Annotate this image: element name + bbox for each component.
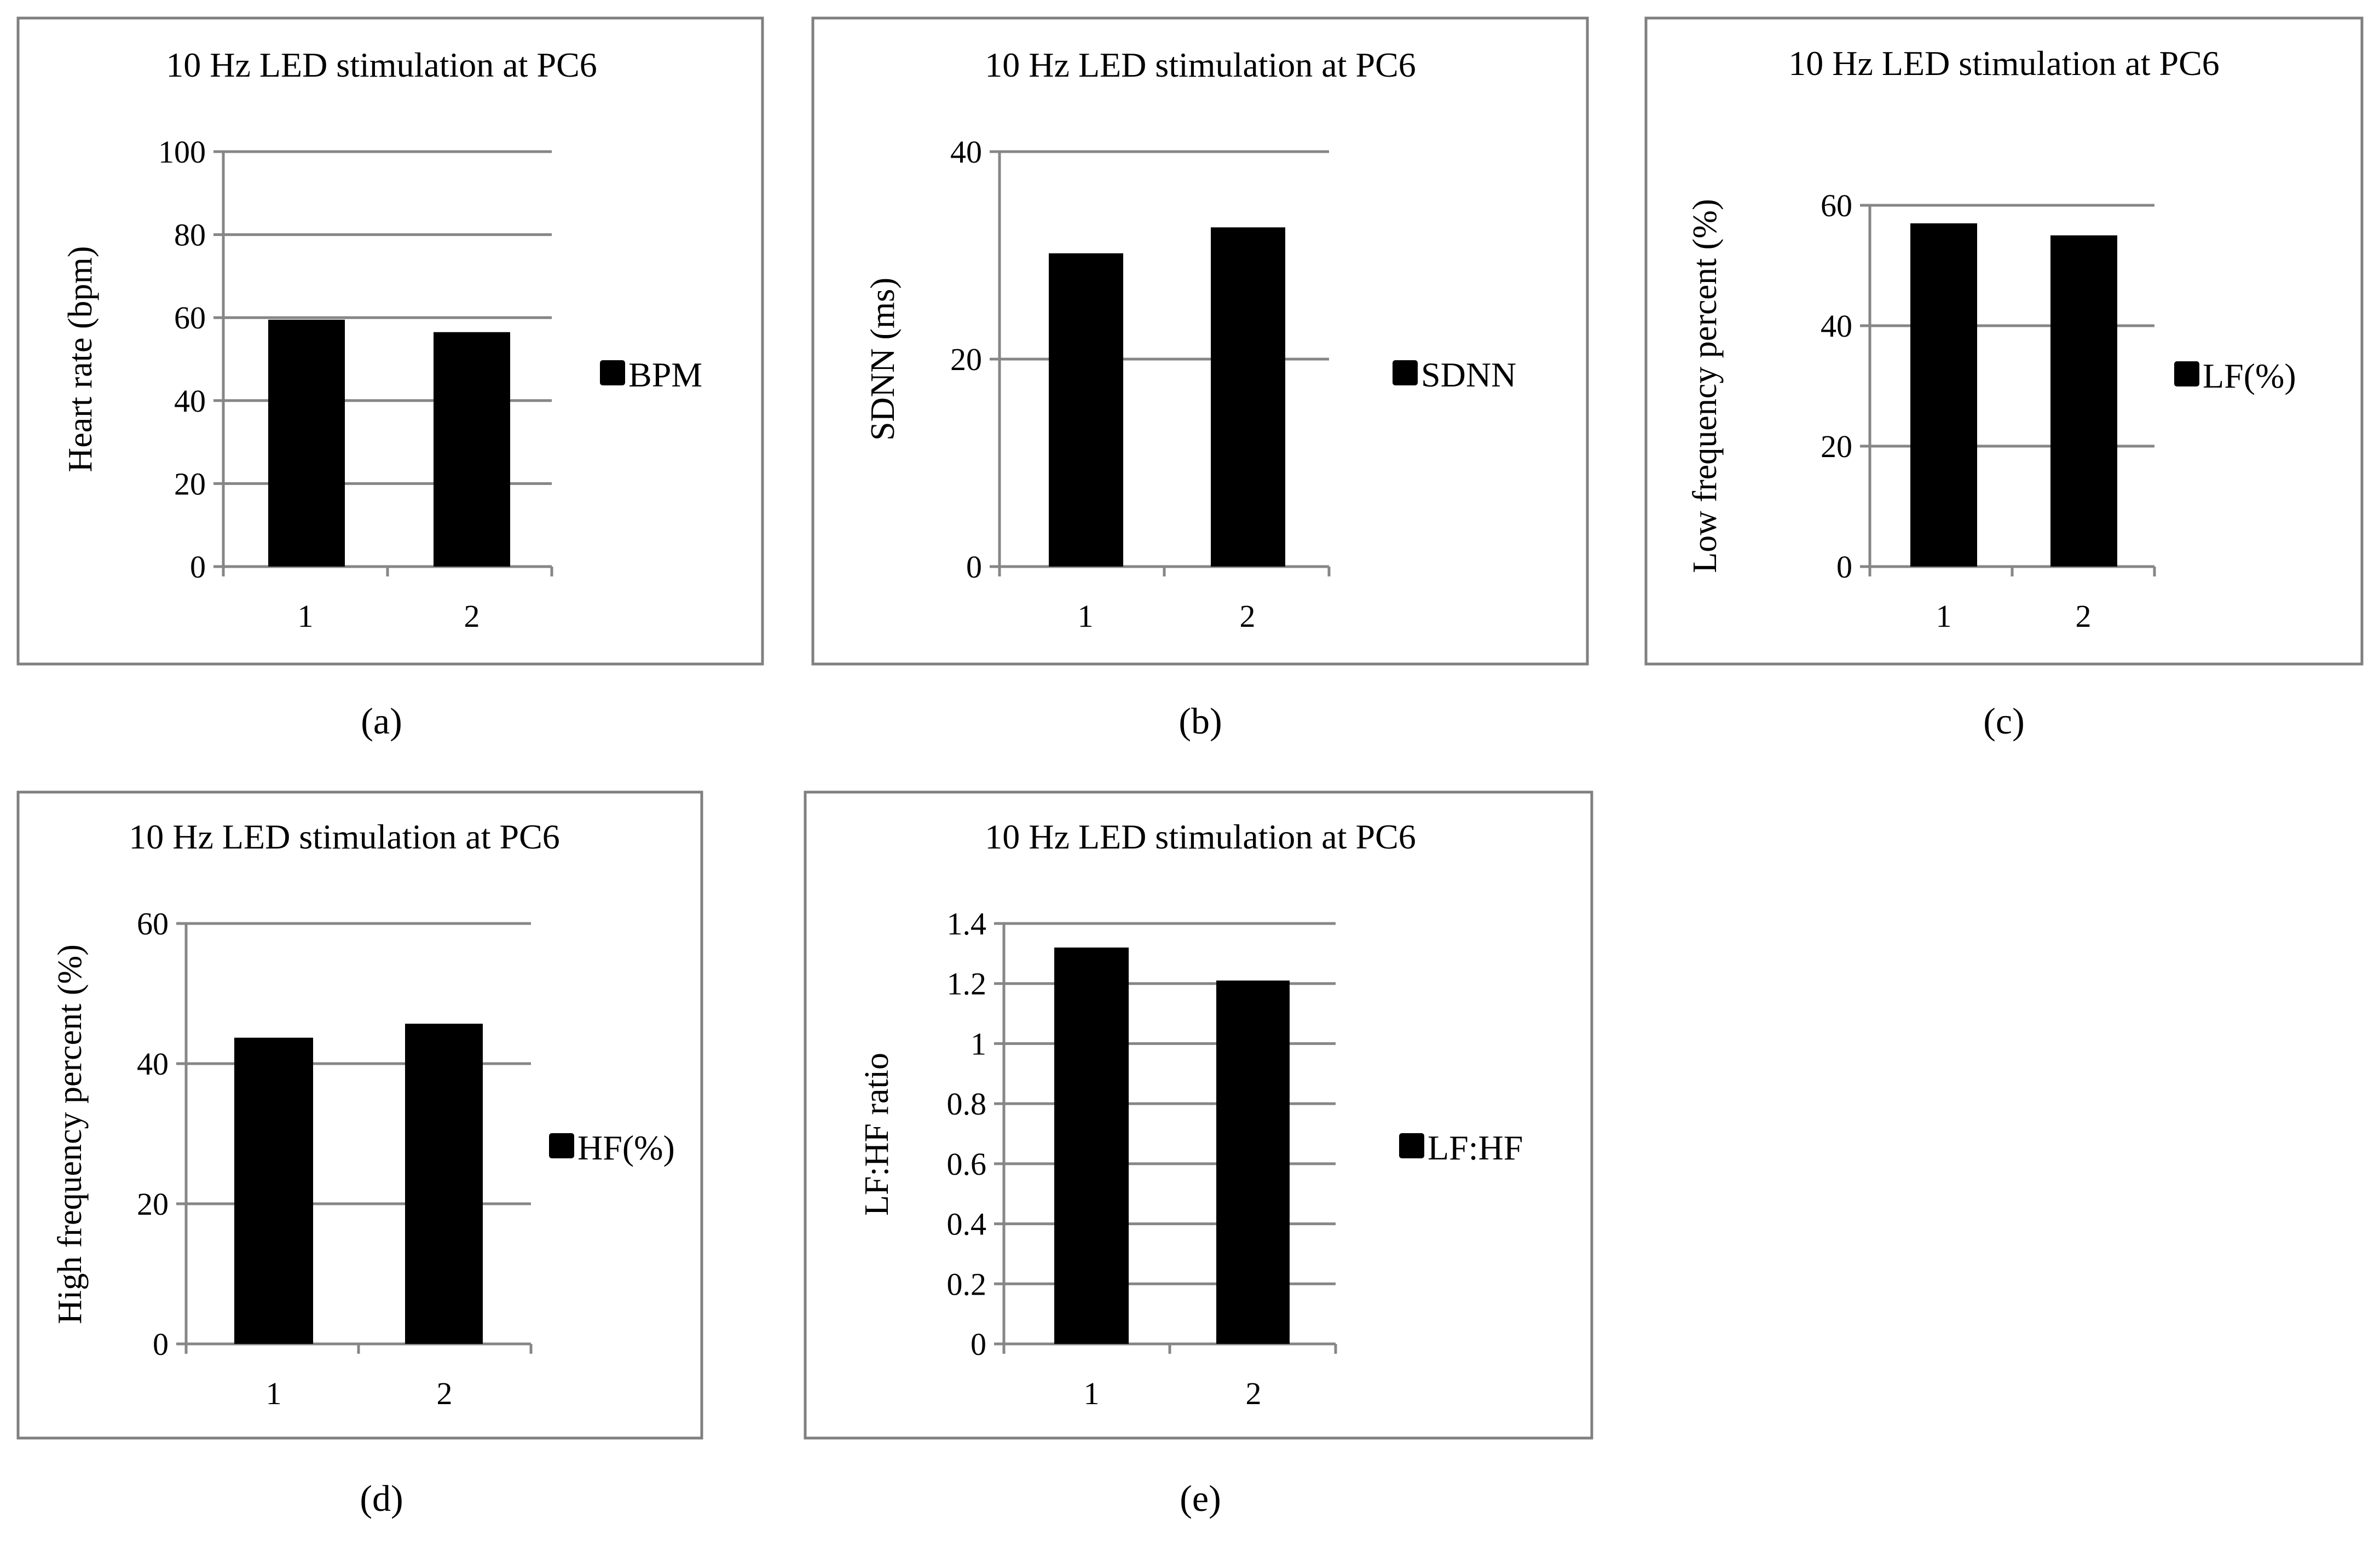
panel-caption: (b): [1179, 700, 1222, 742]
y-tick-label: 0: [1836, 549, 1852, 585]
bar-2: [1211, 227, 1285, 567]
x-tick-label: 2: [1240, 598, 1256, 634]
legend: HF(%): [549, 1128, 675, 1167]
legend: LF(%): [2174, 356, 2296, 395]
x-tick-label: 1: [1078, 598, 1094, 634]
legend: SDNN: [1393, 355, 1516, 394]
y-tick-label: 1.2: [947, 966, 987, 1002]
panel-caption: (e): [1180, 1477, 1221, 1519]
y-tick-label: 40: [950, 134, 982, 170]
y-tick-label: 20: [174, 466, 206, 501]
y-tick-label: 0: [966, 549, 982, 585]
chart-panel-1: 0 20 40 60 80 100 1 2 10 Hz LED stimulation at P…: [16, 16, 764, 742]
legend-label: HF(%): [577, 1128, 675, 1167]
legend-swatch: [549, 1133, 574, 1158]
chart-frame: [804, 790, 1593, 1440]
y-tick-label: 1.4: [947, 906, 987, 942]
y-tick-label: 0.2: [947, 1266, 987, 1302]
y-tick-label: 0.6: [947, 1146, 987, 1182]
bar-1: [1054, 947, 1129, 1344]
chart-title: 10 Hz LED stimulation at PC6: [985, 45, 1416, 84]
legend-swatch: [1393, 360, 1418, 385]
y-axis-label: Heart rate (bpm): [62, 246, 99, 472]
x-tick-label: 2: [464, 598, 480, 634]
chart-panel-5: 0 0.2 0.4 0.6 0.8 1 1.2 1.4 1 2 10 Hz LED stimulat…: [804, 790, 1593, 1519]
chart-frame: [1644, 16, 2364, 666]
y-tick-label: 40: [1821, 308, 1852, 344]
y-tick-label: 40: [174, 383, 206, 419]
x-tick-label: 1: [298, 598, 314, 634]
y-tick-label: 20: [950, 342, 982, 377]
y-tick-label: 60: [137, 906, 169, 942]
panel-caption: (d): [360, 1477, 403, 1519]
legend-label: LF:HF: [1428, 1128, 1523, 1167]
legend-swatch: [2174, 361, 2199, 386]
bar-1: [1910, 223, 1977, 567]
bar-2: [2050, 235, 2117, 567]
legend-swatch: [1399, 1133, 1424, 1158]
bar-1: [268, 319, 345, 567]
y-axis-label: Low frequency percent (%): [1686, 199, 1724, 573]
y-tick-label: 1: [971, 1026, 986, 1061]
chart-panel-3: 0 20 40 60 1 2 10 Hz LED stimulation at PC6 Low…: [1644, 16, 2364, 742]
y-axis-label: SDNN (ms): [864, 278, 902, 441]
x-tick-label: 2: [1246, 1376, 1262, 1411]
chart-panel-2: 0 20 40 1 2 10 Hz LED stimulation at PC6 SDNN …: [811, 16, 1589, 742]
legend-swatch: [600, 360, 625, 385]
chart-frame: [16, 16, 764, 666]
y-tick-label: 0: [153, 1326, 169, 1362]
legend-label: SDNN: [1421, 355, 1516, 394]
legend: BPM: [600, 355, 702, 394]
y-tick-label: 0.8: [947, 1086, 987, 1122]
chart-panel-4: 0 20 40 60 1 2 10 Hz LED stimulation at PC6 Hig…: [16, 790, 703, 1519]
chart-title: 10 Hz LED stimulation at PC6: [129, 817, 560, 856]
legend: LF:HF: [1399, 1128, 1523, 1167]
chart-title: 10 Hz LED stimulation at PC6: [166, 45, 597, 84]
x-tick-label: 2: [437, 1376, 453, 1411]
x-tick-label: 1: [266, 1376, 282, 1411]
bar-1: [234, 1037, 313, 1344]
bar-2: [405, 1024, 483, 1344]
chart-frame: [811, 16, 1589, 666]
bar-2: [1216, 980, 1290, 1344]
x-tick-label: 1: [1084, 1376, 1100, 1411]
legend-label: LF(%): [2203, 356, 2296, 395]
bar-1: [1049, 253, 1123, 567]
legend-label: BPM: [628, 355, 702, 394]
y-tick-label: 80: [174, 217, 206, 253]
x-tick-label: 2: [2076, 598, 2092, 634]
y-tick-label: 20: [137, 1186, 169, 1222]
bar-2: [434, 332, 510, 567]
y-tick-label: 0.4: [947, 1207, 987, 1242]
panel-caption: (c): [1983, 700, 2024, 742]
y-tick-label: 60: [1821, 188, 1852, 223]
y-axis-label: LF:HF ratio: [858, 1053, 896, 1216]
y-tick-label: 0: [190, 549, 206, 585]
x-tick-label: 1: [1936, 598, 1952, 634]
y-tick-label: 100: [158, 134, 206, 170]
chart-title: 10 Hz LED stimulation at PC6: [985, 817, 1416, 856]
y-tick-label: 0: [971, 1326, 986, 1362]
y-tick-label: 20: [1821, 429, 1852, 464]
y-tick-label: 60: [174, 300, 206, 336]
panel-caption: (a): [361, 700, 402, 742]
y-tick-label: 40: [137, 1046, 169, 1082]
y-axis-label: High frequency percent (%): [51, 944, 89, 1324]
chart-title: 10 Hz LED stimulation at PC6: [1788, 44, 2220, 83]
chart-frame: [16, 790, 703, 1440]
